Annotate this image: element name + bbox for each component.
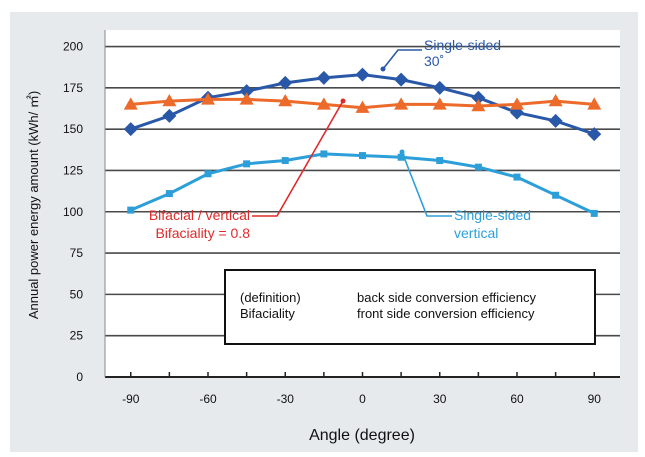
data-point-bifacial: [162, 94, 177, 107]
annotation-single-sided-vertical: Single-sided vertical: [399, 149, 531, 241]
y-tick-label: 25: [70, 329, 84, 343]
y-tick-label: 100: [63, 205, 83, 219]
series-layer: [123, 67, 602, 217]
data-point-singlevert: [474, 163, 482, 171]
y-tick-label: 175: [63, 81, 83, 95]
data-point-single30: [278, 75, 293, 90]
definition-denominator: front side conversion efficiency: [357, 306, 535, 321]
data-point-single30: [394, 72, 409, 87]
data-point-bifacial: [587, 97, 602, 110]
y-tick-label: 50: [70, 287, 84, 301]
definition-numerator: back side conversion efficiency: [357, 290, 536, 305]
data-point-singlevert: [243, 160, 251, 168]
x-tick-label: -30: [277, 392, 295, 406]
tick-labels: 0 25 50 75 100 125 150 175 200 -90 -60 -30 0 30 60 90: [63, 40, 601, 406]
leader-dot-single-sided-vertical: [399, 149, 405, 155]
data-point-single30: [355, 67, 370, 82]
y-tick-label: 125: [63, 163, 83, 177]
data-point-bifacial: [123, 97, 138, 110]
data-point-bifacial: [471, 99, 486, 112]
data-point-single30: [432, 80, 447, 95]
data-point-singlevert: [552, 191, 560, 199]
x-tick-label: 30: [433, 392, 447, 406]
annotation-single-sided-vertical-line1: Single-sided: [454, 207, 531, 223]
data-point-singlevert: [436, 157, 444, 165]
data-point-bifacial: [548, 94, 563, 107]
axes: [104, 30, 620, 378]
data-point-bifacial: [394, 97, 409, 110]
annotation-single-sided-vertical-line2: vertical: [454, 225, 498, 241]
data-point-singlevert: [127, 206, 135, 214]
data-point-singlevert: [590, 209, 598, 217]
annotation-single-sided-30: Single-sided 30˚: [380, 37, 501, 72]
data-point-singlevert: [320, 150, 328, 158]
annotation-bifacial-line1: Bifacial / vertical: [149, 207, 250, 223]
data-point-singlevert: [359, 152, 366, 160]
x-tick-label: 0: [359, 392, 366, 406]
leader-line-single-sided-30: [382, 49, 422, 70]
data-point-single30: [123, 122, 138, 137]
data-point-bifacial: [510, 97, 524, 110]
y-axis-title: Annual power energy amount (kWh/ ㎡): [26, 91, 41, 319]
data-point-bifacial: [355, 100, 370, 113]
annotation-single-sided-30-line1: Single-sided: [424, 37, 501, 53]
leader-dot-single-sided-30: [380, 66, 386, 72]
leader-line-bifacial: [252, 100, 344, 217]
data-point-singlevert: [165, 190, 173, 198]
data-point-bifacial: [432, 97, 447, 110]
x-axis-title: Angle (degree): [309, 427, 415, 444]
annotation-bifacial-vertical: Bifacial / vertical Bifaciality = 0.8: [149, 98, 346, 241]
y-tick-label: 150: [63, 122, 83, 136]
definition-label: (definition): [240, 290, 301, 305]
y-tick-label: 75: [70, 246, 84, 260]
y-tick-label: 0: [76, 370, 83, 384]
data-point-bifacial: [316, 97, 331, 110]
x-tick-label: 90: [588, 392, 602, 406]
data-point-singlevert: [204, 170, 212, 178]
definition-term: Bifaciality: [240, 306, 295, 321]
definition-box: (definition) Bifaciality back side conve…: [224, 269, 596, 345]
x-tick-label: -90: [122, 392, 140, 406]
x-tick-label: 60: [510, 392, 524, 406]
series-singlevert: [127, 150, 598, 217]
data-point-bifacial: [278, 94, 293, 107]
annotation-single-sided-30-line2: 30˚: [424, 53, 444, 69]
data-point-single30: [316, 70, 331, 85]
definition-box-frame: [224, 269, 596, 345]
annotation-bifacial-line2: Bifaciality = 0.8: [155, 225, 250, 241]
data-point-single30: [587, 127, 602, 142]
leader-dot-bifacial: [340, 98, 346, 104]
data-point-single30: [162, 108, 177, 123]
data-point-single30: [471, 90, 486, 105]
data-point-single30: [548, 113, 563, 128]
leader-line-single-sided-vertical: [401, 151, 452, 217]
x-tick-label: -60: [199, 392, 217, 406]
data-point-single30: [239, 84, 254, 99]
data-point-singlevert: [281, 157, 289, 165]
y-tick-label: 200: [63, 40, 83, 54]
data-point-bifacial: [239, 92, 254, 105]
data-point-singlevert: [513, 173, 521, 181]
series-bifacial: [123, 92, 602, 113]
data-point-bifacial: [201, 92, 215, 105]
data-point-singlevert: [397, 153, 405, 161]
